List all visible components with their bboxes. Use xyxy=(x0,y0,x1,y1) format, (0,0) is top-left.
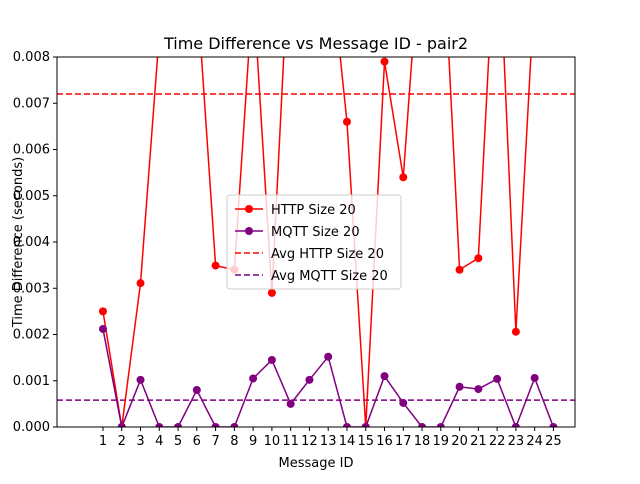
x-tick-label: 24 xyxy=(526,434,543,449)
marker xyxy=(267,288,276,297)
y-axis-label: Time Difference (seconds) xyxy=(11,157,26,328)
legend-label: HTTP Size 20 xyxy=(271,203,356,218)
x-tick-label: 7 xyxy=(211,434,219,449)
marker xyxy=(98,307,107,316)
x-tick-label: 1 xyxy=(99,434,107,449)
y-tick-label: 0.003 xyxy=(13,281,50,296)
plot-frame xyxy=(56,56,576,428)
marker xyxy=(286,399,295,408)
plot-area xyxy=(57,57,575,427)
marker xyxy=(399,173,408,182)
marker xyxy=(211,261,220,270)
marker xyxy=(267,355,276,364)
marker xyxy=(549,423,558,427)
x-tick-label: 9 xyxy=(249,434,257,449)
marker xyxy=(418,423,427,427)
x-axis-label: Message ID xyxy=(279,456,354,471)
y-tick-label: 0.007 xyxy=(13,96,50,111)
x-tick-label: 23 xyxy=(508,434,525,449)
marker xyxy=(211,423,220,427)
marker xyxy=(493,374,502,383)
marker xyxy=(305,375,314,384)
x-tick-label: 3 xyxy=(136,434,144,449)
marker xyxy=(455,382,464,391)
x-tick-label: 22 xyxy=(489,434,506,449)
marker xyxy=(324,352,333,361)
chart-title: Time Difference vs Message ID - pair2 xyxy=(163,34,468,53)
marker xyxy=(380,372,389,381)
marker xyxy=(455,265,464,274)
y-tick-label: 0.001 xyxy=(13,374,50,389)
x-tick-label: 5 xyxy=(174,434,182,449)
x-tick-label: 13 xyxy=(320,434,337,449)
y-tick-label: 0.000 xyxy=(13,420,50,435)
x-tick-label: 11 xyxy=(282,434,299,449)
marker xyxy=(192,386,201,394)
legend-label: MQTT Size 20 xyxy=(271,225,360,240)
y-tick-label: 0.005 xyxy=(13,189,50,204)
x-tick-label: 4 xyxy=(155,434,163,449)
x-tick-label: 14 xyxy=(339,434,356,449)
x-tick-label: 10 xyxy=(264,434,281,449)
marker xyxy=(511,327,520,336)
marker xyxy=(249,374,258,383)
y-tick-label: 0.002 xyxy=(13,328,50,343)
x-tick-label: 15 xyxy=(357,434,374,449)
marker xyxy=(174,423,183,427)
legend-box xyxy=(226,194,402,290)
x-tick-label: 19 xyxy=(433,434,450,449)
marker xyxy=(136,279,145,288)
legend-marker xyxy=(245,227,253,235)
x-tick-label: 6 xyxy=(193,434,201,449)
y-tick-label: 0.004 xyxy=(13,235,50,250)
x-tick-label: 25 xyxy=(545,434,562,449)
marker xyxy=(342,117,351,126)
marker xyxy=(380,57,389,66)
y-tick-label: 0.006 xyxy=(13,143,50,158)
x-tick-label: 16 xyxy=(376,434,393,449)
marker xyxy=(155,423,164,427)
x-tick-label: 8 xyxy=(230,434,238,449)
marker xyxy=(530,373,539,382)
marker xyxy=(98,324,107,333)
y-tick-label: 0.008 xyxy=(13,50,50,65)
x-tick-label: 18 xyxy=(414,434,431,449)
marker xyxy=(474,385,483,394)
legend-marker xyxy=(245,205,253,213)
x-tick-label: 20 xyxy=(451,434,468,449)
marker xyxy=(230,423,239,427)
marker xyxy=(511,423,520,427)
marker xyxy=(342,423,351,427)
legend-label: Avg MQTT Size 20 xyxy=(271,269,388,284)
x-tick-label: 2 xyxy=(118,434,126,449)
x-tick-label: 12 xyxy=(301,434,318,449)
x-tick-label: 17 xyxy=(395,434,412,449)
marker xyxy=(436,423,445,427)
legend-label: Avg HTTP Size 20 xyxy=(271,247,384,262)
marker xyxy=(361,423,370,427)
marker xyxy=(117,423,126,427)
marker xyxy=(474,254,483,263)
marker xyxy=(399,398,408,407)
x-tick-label: 21 xyxy=(470,434,487,449)
marker xyxy=(136,375,145,384)
